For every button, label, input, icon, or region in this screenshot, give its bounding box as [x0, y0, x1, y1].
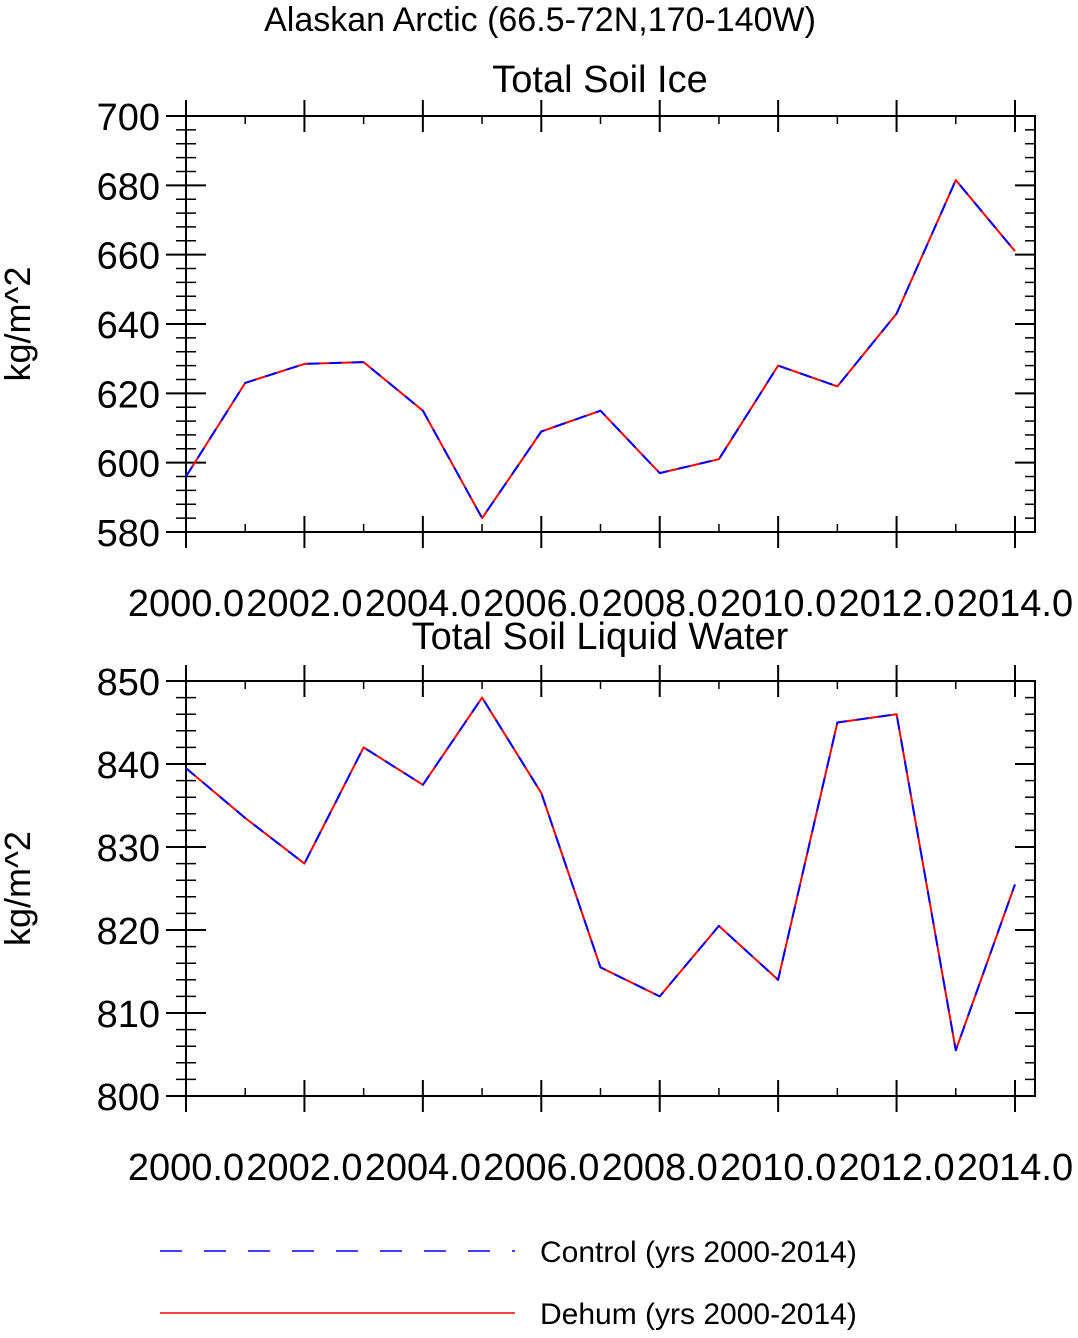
- y-tick-label: 810: [97, 994, 160, 1036]
- y-tick-label: 640: [97, 305, 160, 347]
- y-tick-label: 820: [97, 911, 160, 953]
- series-line-control: [185, 179, 1016, 520]
- y-axis-label: kg/m^2: [0, 831, 38, 946]
- x-tick-label: 2004.0: [365, 1147, 481, 1189]
- legend: Control (yrs 2000-2014) Dehum (yrs 2000-2…: [160, 1236, 857, 1331]
- x-tick-label: 2002.0: [246, 1147, 362, 1189]
- y-tick-label: 680: [97, 166, 160, 208]
- legend-label: Dehum (yrs 2000-2014): [540, 1298, 857, 1331]
- series-line-control: [185, 696, 1016, 1052]
- x-tick-label: 2004.0: [365, 583, 481, 625]
- chart-panel-2: Total Soil Liquid Water kg/m^2 2000.0 2002.…: [0, 616, 1073, 1189]
- y-tick-label: 600: [97, 444, 160, 486]
- x-tick-label: 2000.0: [128, 583, 244, 625]
- x-tick-label: 2008.0: [602, 583, 718, 625]
- panel-title: Total Soil Liquid Water: [412, 616, 789, 658]
- x-tick-label: 2012.0: [838, 1147, 954, 1189]
- y-tick-label: 580: [97, 513, 160, 555]
- y-tick-label: 850: [97, 662, 160, 704]
- series-line-dehum: [185, 179, 1016, 520]
- figure-title: Alaskan Arctic (66.5-72N,170-140W): [264, 1, 816, 39]
- x-tick-label: 2010.0: [720, 1147, 836, 1189]
- series-line-dehum: [185, 696, 1016, 1052]
- y-tick-label: 700: [97, 97, 160, 139]
- x-tick-label: 2008.0: [602, 1147, 718, 1189]
- panel-title: Total Soil Ice: [492, 59, 707, 101]
- x-tick-label: 2014.0: [957, 583, 1073, 625]
- x-tick-label: 2006.0: [483, 1147, 599, 1189]
- y-axis-label: kg/m^2: [0, 267, 38, 382]
- plot-frame: [185, 115, 1036, 533]
- y-tick-label: 840: [97, 745, 160, 787]
- y-tick-label: 830: [97, 828, 160, 870]
- x-tick-label: 2000.0: [128, 1147, 244, 1189]
- x-tick-label: 2002.0: [246, 583, 362, 625]
- y-tick-label: 660: [97, 236, 160, 278]
- plot-frame: [185, 680, 1036, 1097]
- x-tick-label: 2014.0: [957, 1147, 1073, 1189]
- y-tick-label: 800: [97, 1077, 160, 1119]
- y-tick-label: 620: [97, 374, 160, 416]
- x-tick-label: 2012.0: [838, 583, 954, 625]
- legend-label: Control (yrs 2000-2014): [540, 1236, 857, 1269]
- x-tick-label: 2010.0: [720, 583, 836, 625]
- x-tick-label: 2006.0: [483, 583, 599, 625]
